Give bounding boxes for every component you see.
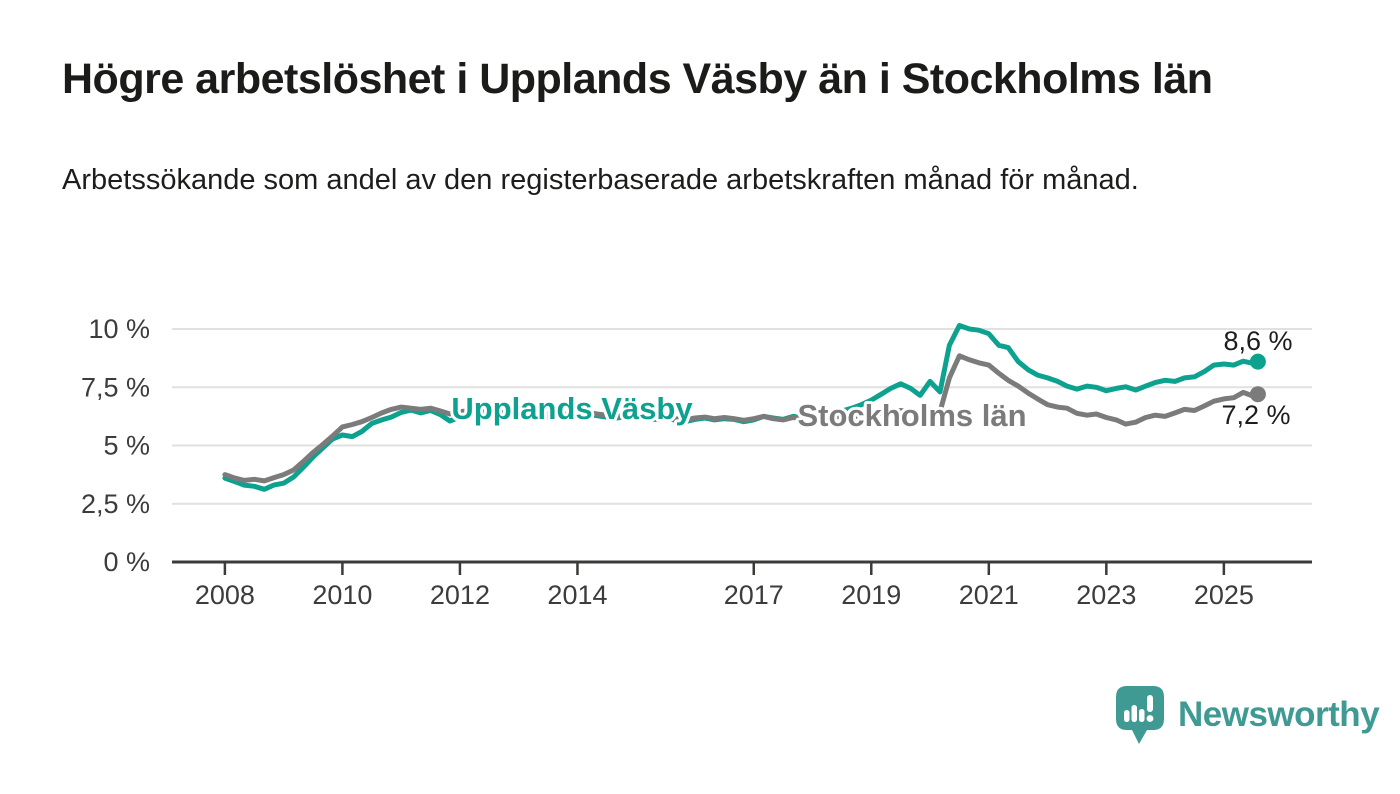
x-axis-tick-label: 2025 [1194, 580, 1254, 610]
series-layer [222, 323, 1266, 492]
page-subtitle: Arbetssökande som andel av den registerb… [62, 164, 1139, 196]
end-value-label-upplands-vasby: 8,6 % [1223, 326, 1292, 356]
y-axis-tick-label: 5 % [103, 431, 150, 461]
series-label-stockholms-lan: Stockholms län [797, 398, 1026, 433]
x-axis-tick-label: 2010 [312, 580, 372, 610]
gridline-layer [172, 328, 1312, 505]
brand-name: Newsworthy [1178, 695, 1380, 734]
x-axis-tick-label: 2019 [841, 580, 901, 610]
end-value-label-stockholms-lan: 7,2 % [1221, 400, 1290, 430]
x-axis-tick-label: 2008 [195, 580, 255, 610]
end-dot-upplands-vasby [1249, 353, 1266, 370]
axis-layer: 0 % 2,5 % 5 % 7,5 % 10 % 2008 2010 2012 2014 2017… [81, 314, 1312, 610]
y-axis-tick-label: 7,5 % [81, 372, 150, 402]
page-title: Högre arbetslöshet i Upplands Väsby än i… [62, 55, 1213, 103]
x-axis-tick-label: 2012 [430, 580, 490, 610]
x-axis-tick-label: 2023 [1076, 580, 1136, 610]
y-axis-tick-label: 10 % [88, 314, 150, 344]
y-axis-tick-label: 0 % [103, 547, 150, 577]
end-dot-stockholms-lan [1249, 386, 1266, 403]
y-axis-tick-label: 2,5 % [81, 489, 150, 519]
newsworthy-pin-barchart-icon [1116, 686, 1164, 744]
line-stockholms-lan [222, 353, 1261, 484]
x-axis-tick-label: 2017 [724, 580, 784, 610]
series-label-upplands-vasby: Upplands Väsby [451, 391, 693, 426]
x-axis-tick-label: 2014 [547, 580, 607, 610]
x-axis-tick-label: 2021 [959, 580, 1019, 610]
newsworthy-logo: Newsworthy [1114, 684, 1380, 746]
line-upplands-vasby [222, 323, 1261, 492]
